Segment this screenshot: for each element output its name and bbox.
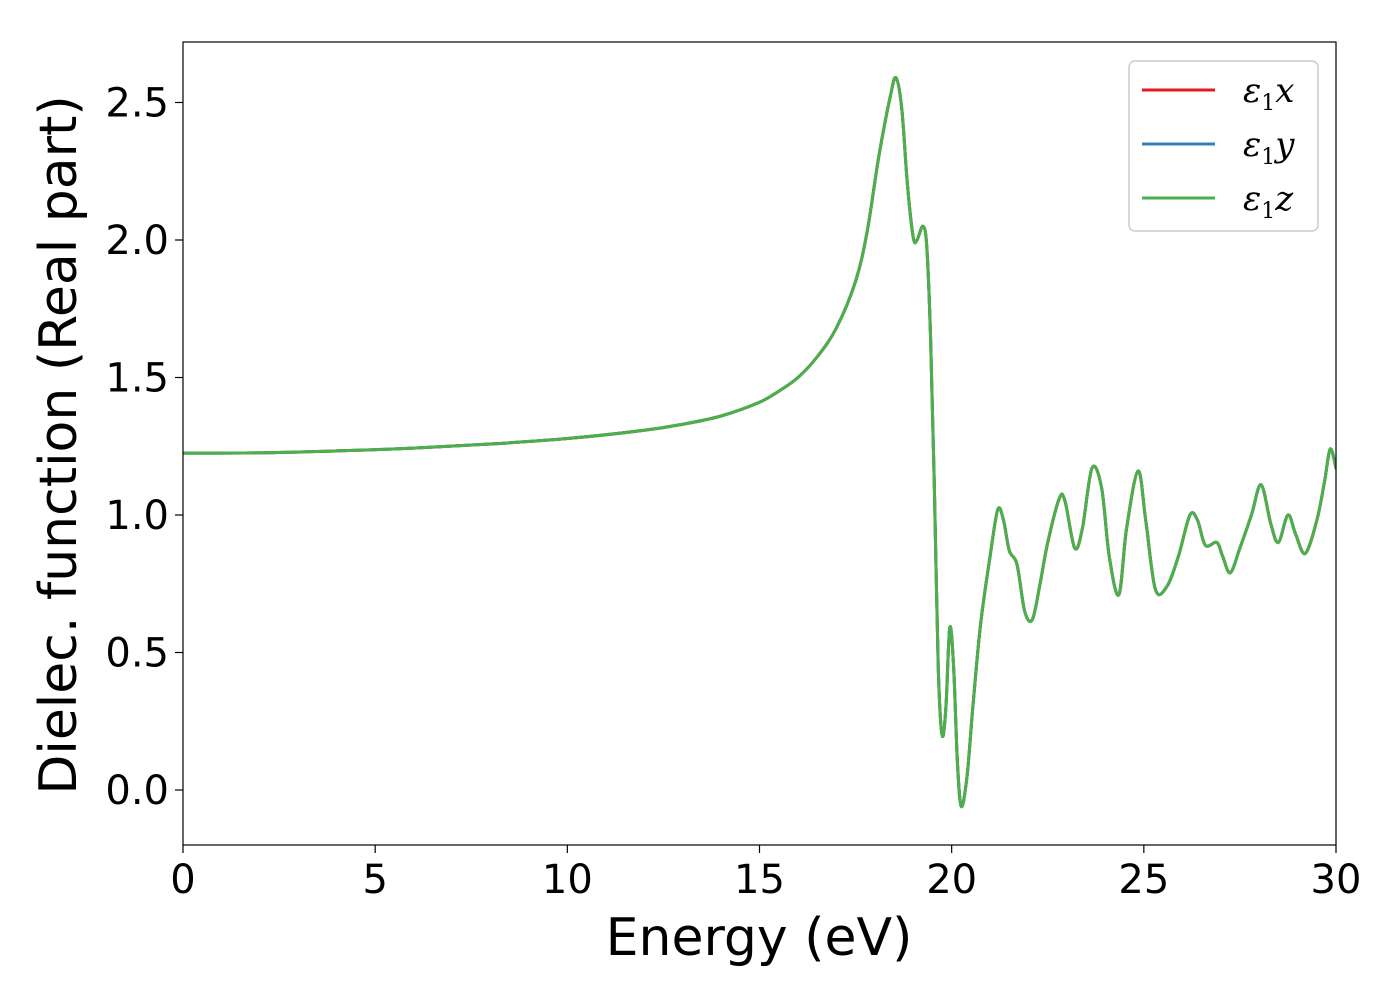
x-tick-label: 10 <box>542 857 593 903</box>
legend-label: ε1x <box>1243 71 1294 116</box>
legend-label: ε1z <box>1243 179 1294 224</box>
x-axis-ticks: 0 5 10 15 20 25 30 <box>170 845 1361 903</box>
x-tick-label: 15 <box>734 857 785 903</box>
x-axis-title: Energy (eV) <box>606 908 913 968</box>
y-tick-label: 1.5 <box>105 356 169 402</box>
legend: ε1x ε1y ε1z <box>1128 60 1319 232</box>
y-axis-ticks: 0.0 0.5 1.0 1.5 2.0 2.5 <box>105 81 183 814</box>
y-tick-label: 0.5 <box>105 631 169 677</box>
x-tick-label: 0 <box>170 857 195 903</box>
x-tick-label: 5 <box>362 857 387 903</box>
series-line-z <box>183 76 1336 809</box>
series-layer <box>183 76 1336 809</box>
x-tick-label: 30 <box>1311 857 1362 903</box>
y-tick-label: 1.0 <box>105 493 169 539</box>
y-axis-title: Dielec. function (Real part) <box>29 95 89 794</box>
legend-box <box>1128 60 1319 232</box>
x-tick-label: 20 <box>926 857 977 903</box>
y-tick-label: 2.5 <box>105 81 169 127</box>
x-tick-label: 25 <box>1118 857 1169 903</box>
y-tick-label: 2.0 <box>105 218 169 264</box>
legend-label: ε1y <box>1243 125 1295 170</box>
y-tick-label: 0.0 <box>105 768 169 814</box>
